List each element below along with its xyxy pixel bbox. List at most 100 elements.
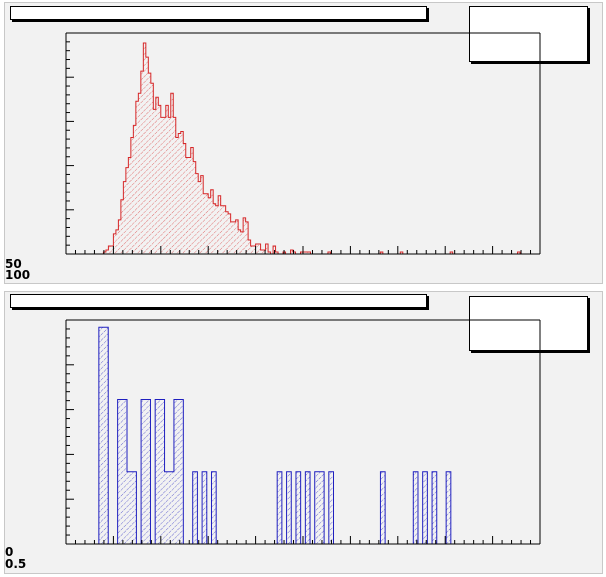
bar-bottom-45 [277, 471, 282, 544]
bar-top-49 [188, 157, 191, 254]
bar-top-37 [158, 105, 161, 254]
bar-bottom-8 [103, 327, 109, 544]
bar-top-29 [138, 93, 141, 254]
bar-bottom-22 [169, 471, 174, 544]
bar-bottom-11 [117, 399, 123, 544]
bar-top-75 [253, 245, 256, 254]
bar-top-56 [205, 193, 209, 254]
bar-bottom-27 [192, 471, 198, 544]
bar-top-80 [265, 243, 269, 254]
bar-top-47 [183, 143, 186, 254]
title-box-top [10, 6, 427, 20]
bar-top-83 [273, 245, 276, 254]
bar-bottom-16 [141, 399, 146, 544]
bar-top-50 [190, 147, 194, 254]
bar-top-97 [307, 251, 311, 254]
bar-top-72 [245, 221, 249, 254]
bar-bottom-23 [173, 399, 179, 544]
histogram-outline-bottom [66, 326, 540, 545]
bar-top-74 [250, 245, 254, 254]
bar-bottom-20 [159, 399, 165, 544]
bar-top-73 [248, 239, 251, 254]
bar-top-70 [240, 231, 244, 254]
bar-top-48 [185, 157, 189, 254]
bar-top-30 [140, 71, 144, 254]
bar-top-61 [218, 195, 221, 254]
bar-bottom-81 [446, 471, 451, 544]
bar-top-78 [260, 249, 264, 254]
bar-top-36 [155, 97, 159, 254]
bar-top-40 [165, 105, 169, 254]
bar-bottom-31 [211, 471, 217, 544]
bar-bottom-54 [319, 471, 325, 544]
bar-bottom-56 [328, 471, 334, 544]
bar-top-28 [135, 101, 139, 255]
bar-bottom-74 [413, 471, 418, 544]
bar-top-33 [148, 73, 151, 254]
bar-top-21 [118, 219, 121, 254]
histogram-top [65, 32, 541, 255]
bar-top-84 [275, 251, 279, 254]
stats-box-top [469, 6, 588, 62]
bar-top-25 [128, 157, 131, 254]
bar-bottom-7 [98, 327, 104, 544]
y-tick-label-bottom-2: 0.5 [5, 557, 27, 571]
bar-top-71 [243, 217, 246, 254]
bar-bottom-49 [295, 471, 301, 544]
bar-bottom-13 [127, 471, 132, 544]
bar-top-69 [238, 229, 241, 254]
bar-bottom-51 [305, 471, 311, 544]
bar-top-32 [145, 57, 149, 254]
bar-top-54 [200, 175, 204, 254]
bar-top-79 [263, 249, 266, 254]
bar-top-31 [143, 43, 146, 254]
bar-top-43 [173, 117, 176, 254]
bar-top-42 [170, 93, 174, 254]
bar-top-76 [255, 243, 259, 254]
bar-top-154 [450, 251, 453, 254]
bar-top-134 [400, 251, 403, 254]
bar-bottom-12 [122, 399, 128, 544]
bar-top-44 [175, 137, 179, 254]
bar-top-55 [203, 193, 206, 254]
bar-top-66 [230, 221, 234, 254]
bar-top-57 [208, 197, 211, 254]
bar-top-95 [303, 251, 306, 254]
bar-top-52 [195, 173, 199, 254]
bar-top-68 [235, 219, 239, 254]
bar-top-62 [220, 205, 224, 254]
bar-top-91 [293, 251, 296, 254]
bar-top-64 [225, 211, 229, 254]
bar-top-27 [133, 125, 136, 254]
bar-top-53 [198, 181, 201, 254]
bar-top-94 [300, 251, 303, 254]
bar-top-67 [233, 221, 236, 254]
bar-top-60 [215, 205, 219, 254]
bar-bottom-47 [286, 471, 292, 544]
bar-top-77 [258, 243, 261, 254]
bar-top-15 [103, 251, 106, 254]
bar-top-23 [123, 181, 126, 254]
bar-top-22 [120, 199, 124, 254]
bar-top-18 [110, 245, 114, 254]
bar-top-19 [113, 233, 116, 254]
bar-bottom-17 [145, 399, 151, 544]
bar-top-51 [193, 161, 196, 254]
bar-top-81 [268, 251, 271, 254]
y-tick-label-top-2: 100 [5, 268, 31, 282]
bar-top-34 [150, 83, 154, 255]
bar-bottom-14 [131, 471, 137, 544]
bar-bottom-29 [202, 471, 207, 544]
bar-top-45 [178, 133, 181, 254]
bar-top-58 [210, 189, 214, 254]
bar-bottom-21 [164, 471, 170, 544]
bar-bottom-24 [178, 399, 184, 544]
y-tick-label-top-1: 50 [5, 257, 22, 271]
bar-bottom-19 [155, 399, 160, 544]
bar-top-105 [327, 251, 331, 254]
bar-top-126 [380, 251, 383, 254]
bar-top-17 [108, 245, 111, 254]
bar-top-26 [130, 137, 134, 254]
bar-top-181 [517, 251, 521, 254]
